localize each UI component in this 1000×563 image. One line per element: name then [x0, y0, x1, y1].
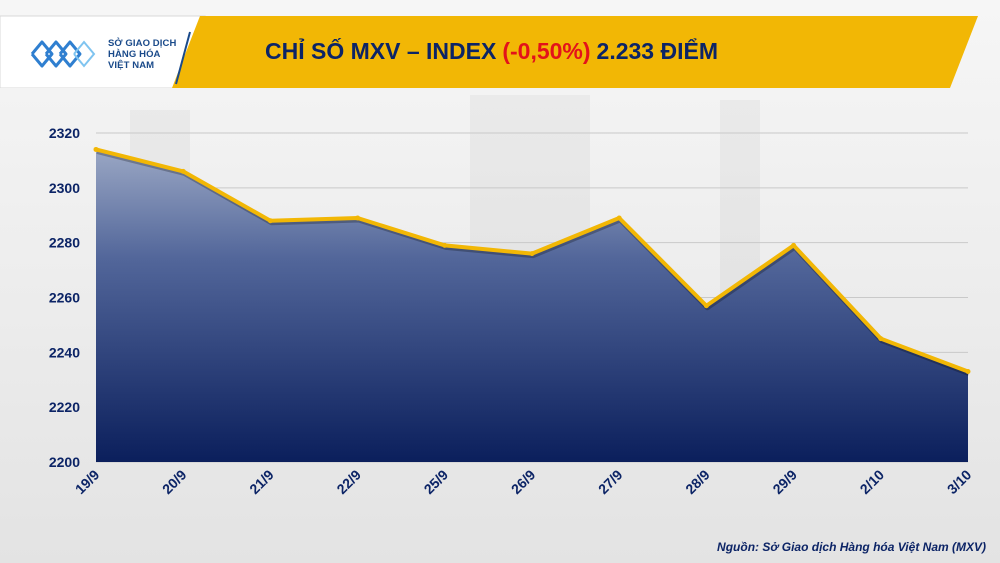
- logo-line: HÀNG HÓA: [108, 48, 161, 60]
- y-tick-label: 2260: [49, 290, 80, 306]
- title-change: (-0,50%): [502, 37, 591, 64]
- x-tick-label: 19/9: [72, 466, 103, 497]
- x-tick-label: 29/9: [769, 466, 800, 497]
- x-tick-label: 25/9: [421, 466, 452, 497]
- data-point: [791, 242, 797, 248]
- data-point: [93, 146, 99, 152]
- banner-shape: [0, 15, 978, 88]
- title-banner: SỞ GIAO DỊCH HÀNG HÓA VIỆT NAM CHỈ SỐ MX…: [0, 14, 1000, 88]
- data-point: [616, 215, 622, 221]
- logo-line: SỞ GIAO DỊCH: [108, 37, 177, 49]
- x-tick-label: 2/10: [857, 466, 888, 497]
- data-point: [703, 303, 709, 309]
- title-value: 2.233 ĐIỂM: [596, 37, 718, 64]
- x-tick-label: 21/9: [246, 466, 277, 497]
- chart-title: CHỈ SỐ MXV – INDEX (-0,50%) 2.233 ĐIỂM: [265, 28, 885, 74]
- x-tick-label: 27/9: [595, 466, 626, 497]
- data-point: [965, 369, 971, 375]
- mxv-logo: SỞ GIAO DỊCH HÀNG HÓA VIỆT NAM: [30, 24, 210, 84]
- data-point: [442, 242, 448, 248]
- area-fill: [96, 149, 968, 462]
- x-tick-label: 3/10: [944, 466, 975, 497]
- data-point: [180, 168, 186, 174]
- x-tick-label: 22/9: [333, 466, 364, 497]
- y-tick-label: 2200: [49, 454, 80, 470]
- data-point: [529, 251, 535, 257]
- y-tick-label: 2280: [49, 235, 80, 251]
- logo-icon: [30, 40, 96, 68]
- y-tick-label: 2240: [49, 344, 80, 360]
- logo-line: VIỆT NAM: [108, 59, 155, 71]
- data-point: [355, 215, 361, 221]
- x-tick-label: 20/9: [159, 466, 190, 497]
- data-point: [267, 218, 273, 224]
- y-tick-label: 2220: [49, 399, 80, 415]
- y-tick-label: 2320: [49, 125, 80, 141]
- title-prefix: CHỈ SỐ MXV – INDEX: [265, 37, 497, 64]
- x-tick-label: 26/9: [508, 466, 539, 497]
- data-point: [878, 336, 884, 342]
- source-note: Nguồn: Sở Giao dịch Hàng hóa Việt Nam (M…: [717, 540, 986, 554]
- logo-text: SỞ GIAO DỊCH HÀNG HÓA VIỆT NAM: [108, 38, 176, 71]
- x-tick-label: 28/9: [682, 466, 713, 497]
- y-tick-label: 2300: [49, 180, 80, 196]
